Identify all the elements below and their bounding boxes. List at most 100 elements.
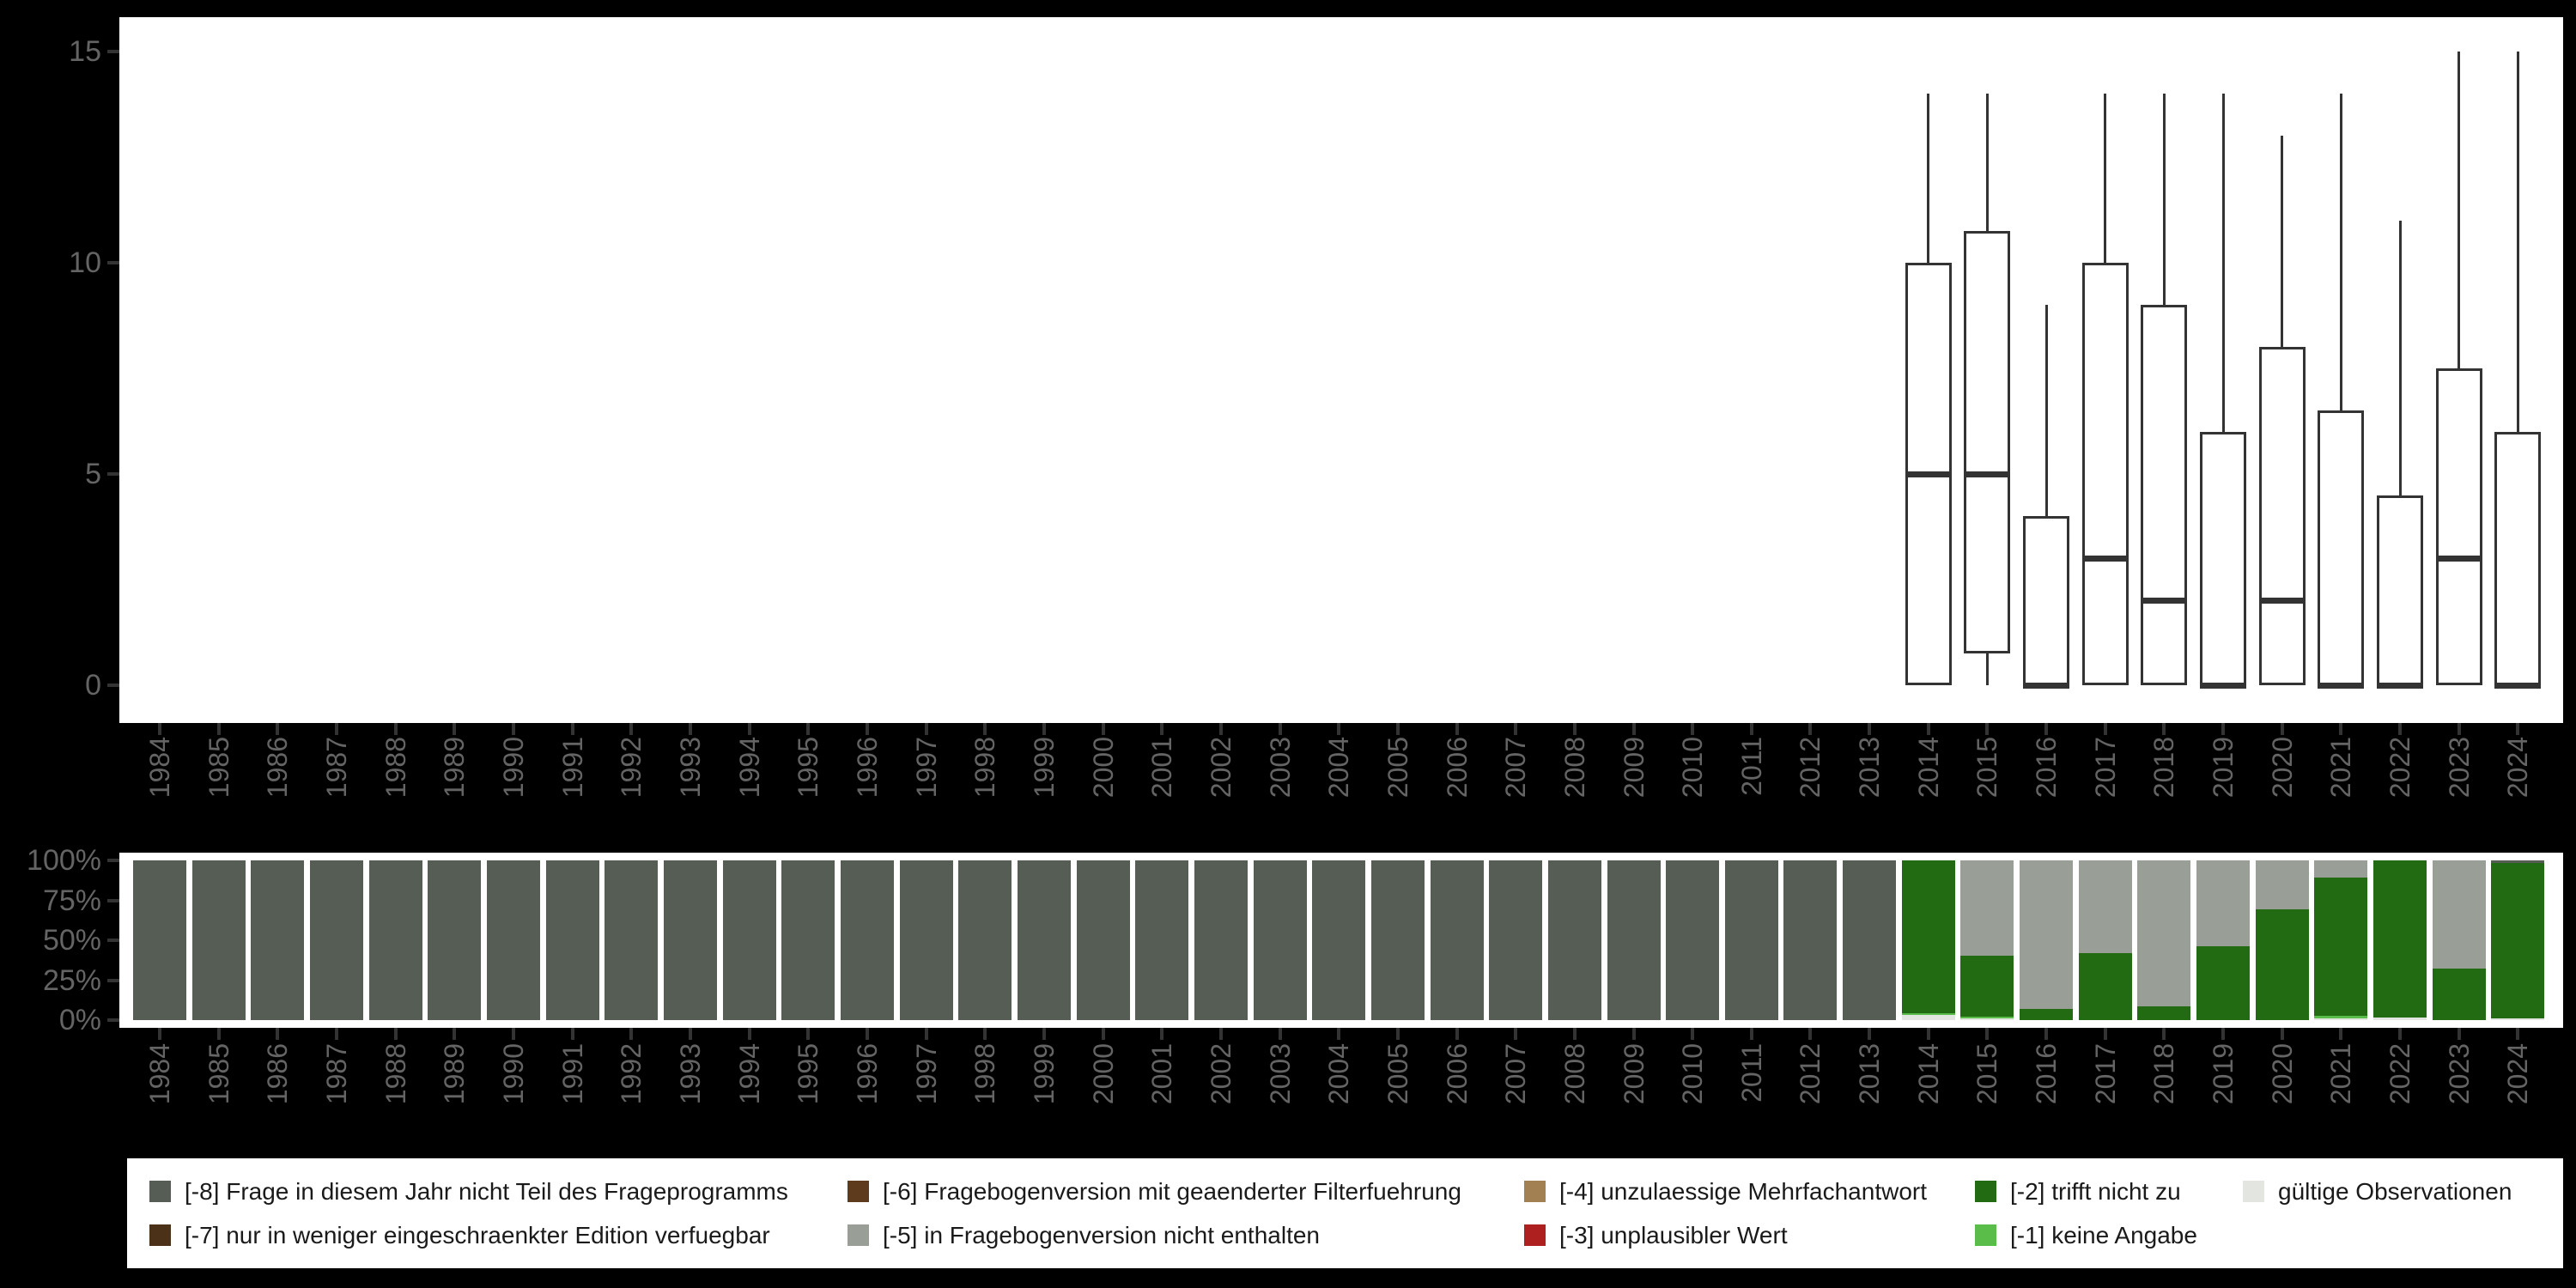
barchart-x-tick-label: 2018 [2148,1043,2180,1105]
bar-segment--8 [781,860,835,1020]
boxplot-upper-whisker [2339,94,2342,411]
boxplot-y-tick [107,472,119,476]
barchart-x-tick [1455,1028,1459,1040]
boxplot-y-tick [107,683,119,687]
legend-swatch--6 [848,1181,869,1202]
boxplot-x-tick [1278,723,1282,735]
bar-segment--8 [1843,860,1897,1020]
boxplot-x-tick [1218,723,1223,735]
barchart-x-tick [2516,1028,2520,1040]
boxplot-x-tick-label: 2018 [2148,737,2180,799]
barchart-x-tick [2398,1028,2403,1040]
boxplot-upper-whisker [1927,94,1930,263]
boxplot-x-tick [1455,723,1459,735]
boxplot-x-tick [924,723,928,735]
barchart-x-tick-label: 1985 [203,1043,234,1105]
boxplot-median [2200,682,2247,689]
boxplot-x-tick-label: 2013 [1854,737,1886,799]
boxplot-x-tick [2457,723,2461,735]
bar-segment--5 [2078,860,2132,953]
boxplot-x-tick [983,723,987,735]
boxplot-x-tick-label: 1997 [910,737,942,799]
barchart-x-tick [158,1028,161,1040]
boxplot-median [2494,682,2542,689]
boxplot-x-tick [2516,723,2520,735]
boxplot-y-tick [107,50,119,53]
legend-swatch--3 [1524,1224,1546,1246]
boxplot-x-tick [1691,723,1695,735]
boxplot-x-tick-label: 2012 [1795,737,1826,799]
boxplot-x-tick [1160,723,1164,735]
boxplot-x-tick-label: 2001 [1146,737,1178,799]
barchart-x-tick-label: 1996 [851,1043,883,1105]
barchart-x-tick-label: 1999 [1028,1043,1060,1105]
barchart-x-tick-label: 2004 [1323,1043,1355,1105]
barchart-x-tick [570,1028,574,1040]
barchart-x-tick-label: 2015 [1971,1043,2003,1105]
bar-segment--8 [1607,860,1661,1020]
bar-segment--8 [899,860,953,1020]
barchart-x-tick-label: 2006 [1441,1043,1473,1105]
barchart-x-tick [1691,1028,1695,1040]
barchart-x-tick-label: 1993 [674,1043,706,1105]
boxplot-box [1964,231,2011,654]
boxplot-x-tick-label: 1993 [674,737,706,799]
barchart-x-tick-label: 2023 [2443,1043,2475,1105]
boxplot-x-tick [511,723,515,735]
bar-segment--5 [2137,860,2191,1007]
bar-segment--8 [605,860,659,1020]
boxplot-x-tick-label: 1985 [203,737,234,799]
boxplot-x-tick [1926,723,1930,735]
legend-swatch--8 [149,1181,171,1202]
boxplot-box [2377,495,2424,685]
boxplot-x-tick [2339,723,2343,735]
boxplot-median [2081,555,2129,562]
barchart-x-tick-label: 2020 [2266,1043,2298,1105]
boxplot-x-tick [865,723,869,735]
boxplot-x-tick-label: 2009 [1618,737,1649,799]
boxplot-upper-whisker [2221,94,2225,432]
barchart-x-tick-label: 1991 [556,1043,588,1105]
bar-segment-valid [2373,1018,2427,1020]
boxplot-box [2023,516,2070,685]
barchart-x-tick [1749,1028,1753,1040]
barchart-x-tick-label: 1986 [262,1043,294,1105]
bar-segment--8 [1370,860,1425,1020]
bar-segment--5 [2255,860,2309,909]
boxplot-median [2258,598,2306,605]
barchart-x-tick-label: 2001 [1146,1043,1178,1105]
barchart-x-tick [1926,1028,1930,1040]
boxplot-x-tick [806,723,811,735]
boxplot-x-tick [1042,723,1046,735]
legend: [-8] Frage in diesem Jahr nicht Teil des… [127,1158,2563,1268]
barchart-x-tick-label: 1989 [439,1043,471,1105]
bar-segment--2 [2314,878,2368,1017]
bar-segment-valid [1960,1018,2014,1020]
barchart-x-tick-label: 2010 [1677,1043,1709,1105]
barchart-y-tick [107,1018,119,1022]
bar-segment--8 [1547,860,1601,1020]
bar-segment--2 [2432,969,2486,1020]
bar-segment--8 [368,860,422,1020]
bar-segment--5 [2314,860,2368,878]
bar-segment--8 [958,860,1012,1020]
boxplot-x-tick-label: 1987 [320,737,352,799]
boxplot-chart-panel [119,17,2563,723]
barchart-x-tick-label: 2012 [1795,1043,1826,1105]
boxplot-x-tick-label: 2015 [1971,737,2003,799]
boxplot-x-tick-label: 2004 [1323,737,1355,799]
legend-label--8: [-8] Frage in diesem Jahr nicht Teil des… [185,1178,788,1205]
boxplot-x-tick-label: 2022 [2385,737,2416,799]
barchart-x-tick-label: 2024 [2502,1043,2534,1105]
barchart-y-tick [107,898,119,902]
legend-swatch--5 [848,1224,869,1246]
barchart-x-tick-label: 2000 [1087,1043,1119,1105]
bar-segment--1 [2314,1016,2368,1019]
boxplot-x-tick-label: 2019 [2208,737,2239,799]
boxplot-x-tick-label: 1984 [144,737,175,799]
boxplot-x-tick-label: 2023 [2443,737,2475,799]
legend-swatch-valid [2243,1181,2264,1202]
boxplot-box [2141,305,2188,685]
bar-segment--5 [1960,860,2014,956]
bar-segment--2 [2255,908,2309,1020]
